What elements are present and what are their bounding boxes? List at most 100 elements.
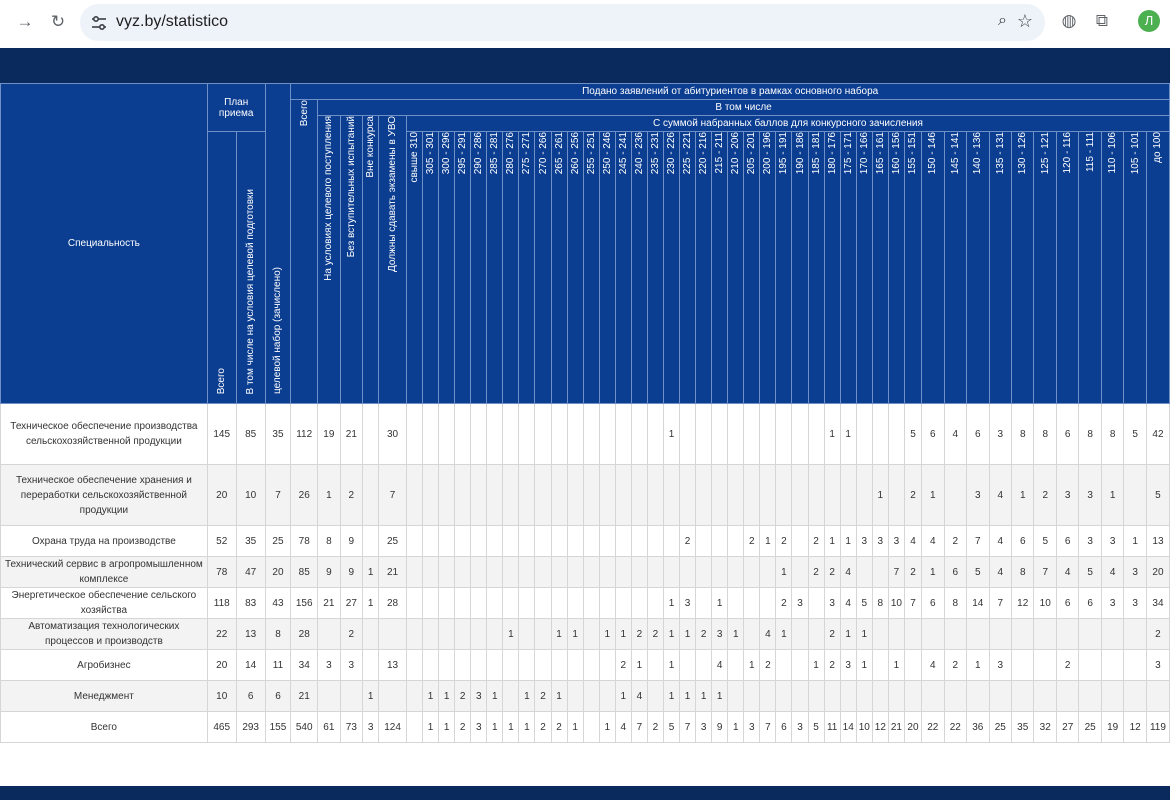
cell-value <box>438 556 456 588</box>
cell-value <box>743 618 761 650</box>
cell-value <box>454 618 472 650</box>
reload-icon[interactable]: ↻ <box>50 12 66 31</box>
header-applied-total: Всего <box>290 99 319 404</box>
cell-value: 1 <box>807 649 825 681</box>
cell-value: 1 <box>438 711 456 743</box>
cell-value <box>1123 464 1147 526</box>
cell-value <box>422 525 440 557</box>
extensions-icon[interactable]: ⧉ <box>1095 11 1109 30</box>
header-score: С суммой набранных баллов для конкурсног… <box>405 115 1170 132</box>
cell-value: 2 <box>1145 618 1170 650</box>
table-row: Менеджмент 10 6 6 21 1 1 1 2 3 1 1 2 1 1 4 1 1 1 1 <box>0 680 1170 712</box>
cell-value: 19 <box>1100 711 1125 743</box>
cell-value <box>1100 618 1125 650</box>
cell-value <box>1033 618 1057 650</box>
cell-value <box>598 680 616 712</box>
row-specialty: Автоматизация технологических процессов … <box>0 618 208 650</box>
cell-value <box>534 649 552 681</box>
cell-value: 43 <box>264 587 292 619</box>
zoom-icon[interactable]: ⌕ <box>998 12 1007 29</box>
cell-value <box>486 464 504 526</box>
header-score-col-26-label: 180 - 176 <box>826 132 838 175</box>
cell-value <box>502 587 520 619</box>
cell-value: 2 <box>775 525 793 557</box>
cell-value: 4 <box>630 680 648 712</box>
cell-value <box>727 587 745 619</box>
cell-value <box>887 618 905 650</box>
cell-value: 1 <box>679 680 697 712</box>
cell-value: 73 <box>339 711 364 743</box>
cell-value: 155 <box>264 711 292 743</box>
row-specialty: Агробизнес <box>0 649 208 681</box>
header-score-col-17: 225 - 221 <box>679 131 697 404</box>
header-subcol-0: На условиях целевого поступления <box>317 115 341 404</box>
cell-value: 26 <box>290 464 319 526</box>
cell-value: 3 <box>362 711 380 743</box>
table-row: Технический сервис в агропромышленном ко… <box>0 556 1170 588</box>
cell-value: 145 <box>206 403 237 465</box>
avatar[interactable]: Л <box>1138 10 1160 32</box>
header-subcol-1: Без вступительных испытаний <box>339 115 364 404</box>
cell-value <box>534 525 552 557</box>
cell-value: 1 <box>598 711 616 743</box>
cell-value <box>823 464 841 526</box>
header-score-col-38: 120 - 116 <box>1055 131 1080 404</box>
cell-value: 2 <box>614 649 632 681</box>
cell-value <box>598 403 616 465</box>
cell-value: 1 <box>362 556 380 588</box>
cell-value <box>839 464 857 526</box>
cell-value <box>362 525 380 557</box>
cell-value <box>518 649 536 681</box>
cell-value: 3 <box>317 649 341 681</box>
cell-value: 14 <box>235 649 266 681</box>
cell-value: 2 <box>454 711 472 743</box>
header-plan-col-1: В том числе на условия целевой подготовк… <box>235 131 266 404</box>
cell-value: 34 <box>1145 587 1170 619</box>
url-text[interactable]: vyz.by/statistico <box>116 13 229 30</box>
cell-value <box>362 403 380 465</box>
cell-value: 35 <box>1010 711 1035 743</box>
cell-value: 1 <box>839 618 857 650</box>
cell-value: 8 <box>264 618 292 650</box>
header-score-col-10: 260 - 256 <box>566 131 584 404</box>
header-score-col-21: 205 - 201 <box>743 131 761 404</box>
cell-value <box>871 649 889 681</box>
cell-value: 85 <box>290 556 319 588</box>
cell-value: 2 <box>807 525 825 557</box>
table-row: Энергетическое обеспечение сельского хоз… <box>0 587 1170 619</box>
cell-value <box>727 464 745 526</box>
star-icon[interactable]: ☆ <box>1016 11 1033 31</box>
cell-value: 20 <box>206 464 237 526</box>
address-bar[interactable]: vyz.by/statistico ⌕ ☆ <box>80 4 1045 41</box>
header-score-col-36: 130 - 126 <box>1010 131 1035 404</box>
cell-value: 1 <box>921 464 945 526</box>
cell-value <box>582 711 600 743</box>
cell-value: 14 <box>839 711 857 743</box>
cell-value <box>887 464 905 526</box>
site-footer-band <box>0 786 1170 800</box>
cell-value: 6 <box>235 680 266 712</box>
cell-value <box>362 618 380 650</box>
forward-icon[interactable]: → <box>16 12 34 31</box>
header-applied: Подано заявлений от абитуриентов в рамка… <box>290 83 1170 100</box>
cell-value <box>695 649 713 681</box>
cell-value <box>614 556 632 588</box>
header-score-col-24: 190 - 186 <box>791 131 809 404</box>
cell-value <box>438 464 456 526</box>
cell-value <box>550 403 568 465</box>
site-settings-icon[interactable] <box>90 14 108 32</box>
cell-value: 1 <box>727 618 745 650</box>
cell-value: 35 <box>235 525 266 557</box>
cell-value <box>988 618 1013 650</box>
cell-value <box>405 649 424 681</box>
header-score-col-37: 125 - 121 <box>1033 131 1057 404</box>
cell-value: 3 <box>1145 649 1170 681</box>
cell-value <box>807 587 825 619</box>
globe-icon[interactable]: ◍ <box>1061 11 1077 30</box>
row-specialty: Техническое обеспечение хранения и перер… <box>0 464 208 526</box>
cell-value: 20 <box>206 649 237 681</box>
cell-value: 4 <box>943 403 968 465</box>
cell-value <box>614 464 632 526</box>
cell-value <box>887 403 905 465</box>
cell-value: 10 <box>1033 587 1057 619</box>
